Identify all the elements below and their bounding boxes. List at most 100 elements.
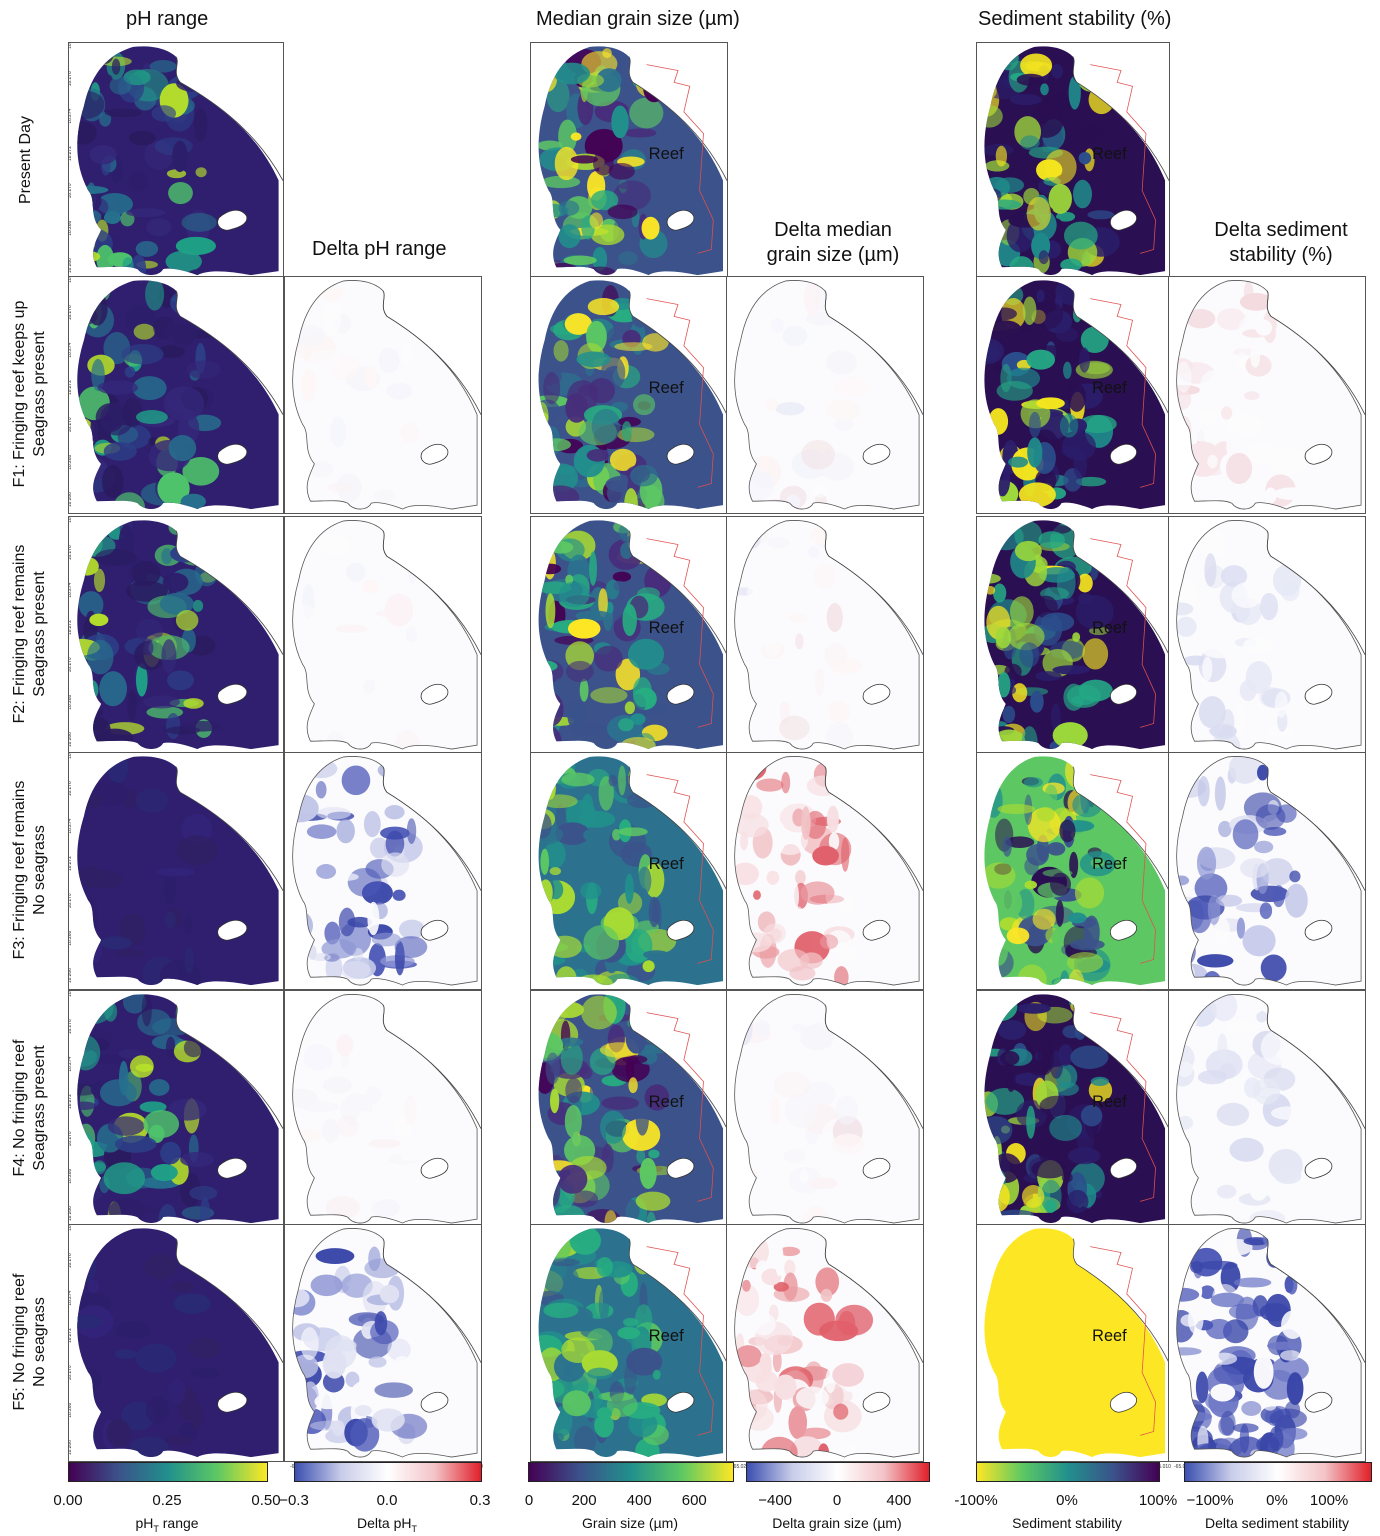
y-tick-label: 18.266 xyxy=(69,1206,73,1221)
colorbar xyxy=(528,1462,734,1482)
y-tick-label: 18.268 xyxy=(69,1169,73,1184)
map-delta-stability xyxy=(1168,1224,1366,1462)
reef-label: Reef xyxy=(649,378,685,397)
map-sediment-stability: Reef xyxy=(976,42,1170,280)
y-tick-label: 18.276 xyxy=(69,781,73,796)
row-label: Present Day xyxy=(16,116,36,204)
y-tick-label: 18.272 xyxy=(69,380,73,395)
map-ph-range: 18.278 18.276 18.274 18.272 18.270 18.268 18.2… xyxy=(68,276,284,514)
y-tick-label: 18.270 xyxy=(69,657,73,672)
header-sediment-stability: Sediment stability (%) xyxy=(978,8,1172,30)
map-delta-ph xyxy=(284,1224,482,1462)
row-label-line2: Seagrass present xyxy=(31,1045,48,1171)
map-grain-size: Reef xyxy=(530,276,728,514)
y-tick-label: 18.266 xyxy=(69,732,73,747)
colorbar-title: Grain size (µm) xyxy=(582,1515,678,1531)
map-grain-size: Reef xyxy=(530,516,728,754)
reef-label: Reef xyxy=(649,854,685,873)
colorbar-title: Delta sediment stability xyxy=(1205,1515,1349,1531)
colorbar-title: Delta grain size (µm) xyxy=(772,1515,902,1531)
map-delta-ph xyxy=(284,990,482,1228)
colorbar-tick-label: 0 xyxy=(832,1492,842,1509)
y-tick-label: 18.272 xyxy=(69,620,73,635)
reef-label: Reef xyxy=(649,618,685,637)
x-tick-label: -65.010 xyxy=(1154,1464,1171,1470)
header-delta-grain-size: Delta median grain size (µm) xyxy=(748,218,918,268)
colorbar-tick-label: 400 xyxy=(626,1492,652,1509)
map-grain-size: Reef xyxy=(530,752,728,990)
colorbar xyxy=(68,1462,268,1482)
y-tick-label: 18.276 xyxy=(69,545,73,560)
row-label-line1: F2: Fringing reef remains xyxy=(11,544,28,724)
y-tick-label: 18.276 xyxy=(69,305,73,320)
x-tick-label: -65.020 xyxy=(732,1464,749,1470)
map-delta-grain-size xyxy=(726,990,924,1228)
y-tick-label: 18.268 xyxy=(69,455,73,470)
reef-label: Reef xyxy=(1092,1327,1127,1345)
header-delta-stability: Delta sediment stability (%) xyxy=(1196,218,1366,268)
y-tick-label: 18.278 xyxy=(69,43,73,49)
y-tick-label: 18.268 xyxy=(69,931,73,946)
map-grain-size: Reef xyxy=(530,42,728,280)
colorbar-tick-label: 600 xyxy=(681,1492,707,1509)
row-label-line2: Seagrass present xyxy=(31,331,48,457)
map-delta-grain-size xyxy=(726,752,924,990)
colorbar-tick-label: 0.50 xyxy=(251,1492,281,1509)
colorbar-tick-label: 0.0 xyxy=(376,1492,398,1509)
y-tick-label: 18.274 xyxy=(69,582,73,597)
row-label-line2: No seagrass xyxy=(31,1297,48,1387)
y-tick-label: 18.274 xyxy=(69,1056,73,1071)
colorbar-tick-label: 0.00 xyxy=(53,1492,83,1509)
map-delta-ph xyxy=(284,516,482,754)
y-tick-label: 18.274 xyxy=(69,342,73,357)
y-tick-label: 18.278 xyxy=(69,1225,73,1231)
map-delta-stability xyxy=(1168,990,1366,1228)
header-delta-ph-range: Delta pH range xyxy=(312,238,447,260)
colorbar-tick-label: 0.3 xyxy=(469,1492,491,1509)
y-tick-label: 18.268 xyxy=(69,695,73,710)
map-sediment-stability: Reef xyxy=(976,516,1170,754)
y-tick-label: 18.276 xyxy=(69,1253,73,1268)
y-tick-label: 18.266 xyxy=(69,1440,73,1455)
y-tick-label: 18.278 xyxy=(69,753,73,759)
map-sediment-stability: Reef xyxy=(976,990,1170,1228)
map-grain-size: Reef xyxy=(530,1224,728,1462)
colorbar-tick-label: 0% xyxy=(1056,1492,1078,1509)
reef-label: Reef xyxy=(1092,1093,1127,1111)
y-tick-label: 18.266 xyxy=(69,492,73,507)
colorbar-title: Delta pHT xyxy=(357,1515,417,1534)
map-ph-range: 18.278 18.276 18.274 18.272 18.270 18.268 18.2… xyxy=(68,42,284,280)
map-delta-grain-size xyxy=(726,516,924,754)
y-tick-label: 18.276 xyxy=(69,71,73,86)
reef-label: Reef xyxy=(1092,855,1127,873)
reef-label: Reef xyxy=(1092,145,1127,163)
row-label: F5: No fringing reef No seagrass xyxy=(10,1274,50,1411)
map-ph-range: 18.278 18.276 18.274 18.272 18.270 18.268 18.2… xyxy=(68,516,284,754)
y-tick-label: 18.272 xyxy=(69,1328,73,1343)
colorbar-tick-label: −400 xyxy=(758,1492,793,1509)
map-grain-size: Reef xyxy=(530,990,728,1228)
colorbar-tick-label: 100% xyxy=(1138,1492,1178,1509)
colorbar-tick-label: 200 xyxy=(571,1492,597,1509)
row-label: F1: Fringing reef keeps up Seagrass prese… xyxy=(10,301,50,488)
row-label-line1: Present Day xyxy=(17,115,34,205)
reef-label: Reef xyxy=(649,1092,685,1111)
map-delta-grain-size xyxy=(726,1224,924,1462)
map-delta-stability xyxy=(1168,516,1366,754)
map-delta-stability xyxy=(1168,276,1366,514)
map-delta-ph xyxy=(284,276,482,514)
header-delta-grain-line2: grain size (µm) xyxy=(766,244,900,266)
y-tick-label: 18.270 xyxy=(69,1131,73,1146)
colorbar-title: pHT range xyxy=(135,1515,199,1534)
colorbar xyxy=(294,1462,482,1482)
colorbar-tick-label: −100% xyxy=(1186,1492,1234,1509)
map-sediment-stability: Reef xyxy=(976,1224,1170,1462)
map-ph-range: 18.278 18.276 18.274 18.272 18.270 18.268 18.2… xyxy=(68,1224,284,1462)
colorbar-tick-label: 0% xyxy=(1266,1492,1288,1509)
row-label: F4: No fringing reef Seagrass present xyxy=(10,1040,50,1177)
row-label-line2: No seagrass xyxy=(31,825,48,915)
colorbar-tick-label: −0.3 xyxy=(279,1492,309,1509)
row-label-line1: F4: No fringing reef xyxy=(11,1039,28,1177)
row-label: F2: Fringing reef remains Seagrass presen… xyxy=(10,545,50,724)
y-tick-label: 18.266 xyxy=(69,258,73,273)
